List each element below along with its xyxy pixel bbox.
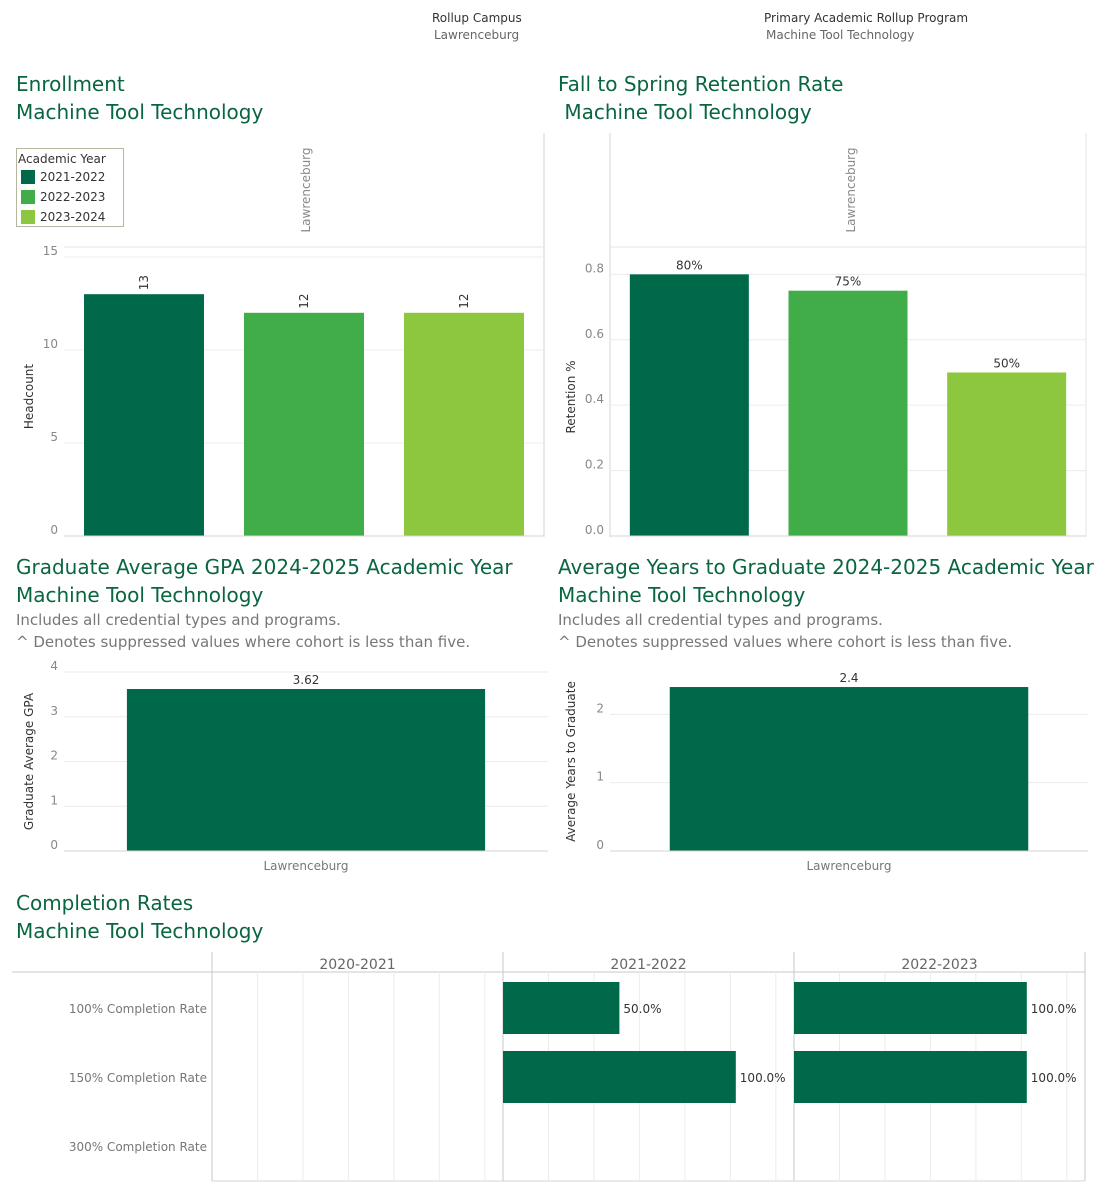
row-label: 300% Completion Rate — [69, 1140, 207, 1154]
y-tick-label: 0.8 — [585, 261, 604, 275]
gpa-suppression-note: ^ Denotes suppressed values where cohort… — [16, 633, 471, 651]
column-header: 2022-2023 — [901, 957, 977, 973]
retention-title: Fall to Spring Retention Rate — [558, 72, 844, 96]
enrollment-subtitle: Machine Tool Technology — [16, 100, 264, 124]
years-title: Average Years to Graduate 2024-2025 Acad… — [558, 555, 1094, 579]
legend-swatch — [21, 190, 35, 204]
legend-label: 2022-2023 — [40, 190, 106, 204]
x-tick-label: Lawrenceburg — [263, 859, 348, 873]
campus-filter-label: Rollup Campus — [432, 11, 522, 25]
column-header: Lawrenceburg — [299, 147, 313, 232]
y-tick-label: 0 — [50, 523, 58, 537]
bar — [947, 372, 1067, 536]
y-tick-label: 1 — [50, 793, 58, 807]
legend-item: 2023-2024 — [21, 210, 105, 224]
data-label: 50.0% — [623, 1002, 661, 1016]
y-tick-label: 4 — [50, 659, 58, 673]
column-header: Lawrenceburg — [844, 147, 858, 232]
y-tick-label: 0.0 — [585, 523, 604, 537]
y-tick-label: 5 — [50, 430, 58, 444]
data-label: 100.0% — [1031, 1002, 1077, 1016]
enrollment-legend: Academic Year 2021-2022 2022-2023 2023-2… — [16, 148, 124, 227]
y-tick-label: 2 — [596, 701, 604, 715]
bar — [244, 312, 364, 536]
program-filter-label: Primary Academic Rollup Program — [764, 11, 969, 25]
program-filter-value: Machine Tool Technology — [766, 28, 915, 42]
legend-swatch — [21, 170, 35, 184]
campus-filter-value: Lawrenceburg — [434, 28, 520, 42]
y-tick-label: 3 — [50, 704, 58, 718]
data-label: 100.0% — [740, 1071, 786, 1085]
row-label: 100% Completion Rate — [69, 1002, 207, 1016]
y-axis-label: Headcount — [22, 364, 36, 430]
y-axis-label: Graduate Average GPA — [22, 692, 36, 830]
gpa-note: Includes all credential types and progra… — [16, 611, 341, 629]
years-note: Includes all credential types and progra… — [558, 611, 883, 629]
legend-title: Academic Year — [18, 152, 106, 166]
data-label: 100.0% — [1031, 1071, 1077, 1085]
campus-filter[interactable]: Rollup Campus Lawrenceburg — [432, 11, 522, 42]
data-label: 12 — [297, 294, 311, 309]
years-subtitle: Machine Tool Technology — [558, 583, 806, 607]
gpa-title: Graduate Average GPA 2024-2025 Academic … — [16, 555, 513, 579]
bar — [629, 274, 749, 536]
legend-swatch — [21, 210, 35, 224]
bar — [669, 687, 1029, 851]
column-header: 2021-2022 — [610, 957, 686, 973]
y-tick-label: 0.4 — [585, 392, 604, 406]
y-tick-label: 15 — [43, 244, 58, 258]
bar — [503, 1051, 736, 1103]
gpa-subtitle: Machine Tool Technology — [16, 583, 264, 607]
data-label: 12 — [457, 294, 471, 309]
y-tick-label: 0 — [50, 838, 58, 852]
bar — [503, 982, 620, 1034]
data-label: 2.4 — [839, 671, 858, 685]
program-filter[interactable]: Primary Academic Rollup Program Machine … — [764, 11, 968, 42]
data-label: 3.62 — [293, 673, 320, 687]
retention-subtitle: Machine Tool Technology — [558, 100, 812, 124]
y-tick-label: 0 — [596, 838, 604, 852]
x-tick-label: Lawrenceburg — [806, 859, 891, 873]
y-tick-label: 2 — [50, 749, 58, 763]
bar — [794, 982, 1027, 1034]
y-tick-label: 0.2 — [585, 458, 604, 472]
data-label: 13 — [137, 275, 151, 290]
y-tick-label: 0.6 — [585, 327, 604, 341]
bar — [126, 689, 486, 851]
legend-label: 2023-2024 — [40, 210, 106, 224]
data-label: 75% — [835, 275, 862, 289]
bar — [404, 312, 524, 536]
completion-subtitle: Machine Tool Technology — [16, 919, 264, 943]
y-axis-label: Average Years to Graduate — [564, 681, 578, 842]
legend-item: 2022-2023 — [21, 190, 105, 204]
legend-item: 2021-2022 — [21, 170, 105, 184]
legend-label: 2021-2022 — [40, 170, 106, 184]
data-label: 50% — [993, 356, 1020, 370]
y-tick-label: 1 — [596, 770, 604, 784]
years-suppression-note: ^ Denotes suppressed values where cohort… — [558, 633, 1013, 651]
enrollment-title: Enrollment — [16, 72, 125, 96]
bar — [794, 1051, 1027, 1103]
y-tick-label: 10 — [43, 337, 58, 351]
column-header: 2020-2021 — [319, 957, 395, 973]
completion-title: Completion Rates — [16, 891, 194, 915]
bar — [84, 294, 204, 536]
bar — [788, 290, 908, 536]
y-axis-label: Retention % — [564, 360, 578, 433]
data-label: 80% — [676, 258, 703, 272]
row-label: 150% Completion Rate — [69, 1071, 207, 1085]
